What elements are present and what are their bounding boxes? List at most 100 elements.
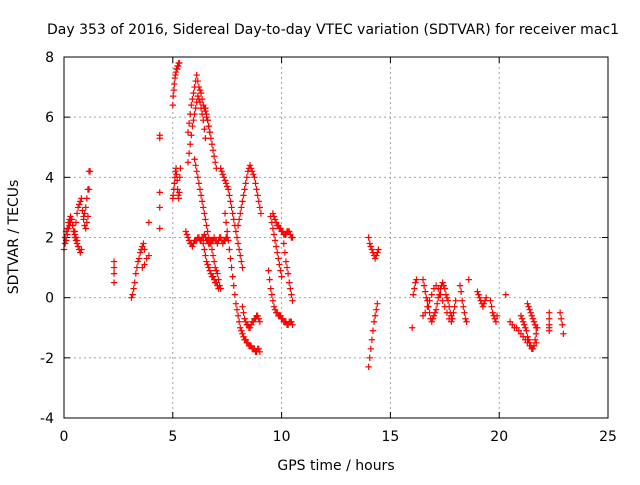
data-point (482, 294, 490, 301)
data-point (197, 89, 205, 97)
data-point (479, 303, 487, 310)
data-point (74, 243, 82, 250)
data-point (267, 285, 274, 292)
data-point (215, 285, 222, 292)
data-point (374, 249, 381, 256)
y-tick-label: 8 (45, 50, 54, 66)
data-point (271, 237, 279, 244)
data-point (192, 162, 199, 169)
data-point (530, 342, 538, 349)
data-point (442, 291, 450, 298)
x-axis-label: GPS time / hours (277, 458, 394, 474)
data-point (176, 189, 183, 196)
series-u (239, 303, 264, 331)
data-point (202, 135, 209, 142)
data-point (546, 327, 553, 334)
data-point (462, 315, 469, 322)
data-point (130, 285, 137, 292)
data-point (226, 246, 233, 253)
data-point (371, 312, 379, 319)
data-point (412, 279, 419, 286)
data-point (282, 258, 290, 265)
data-point (203, 110, 210, 118)
data-point (83, 195, 91, 202)
series-ak (517, 312, 541, 353)
data-point (213, 279, 220, 286)
data-point (269, 297, 277, 304)
data-point (451, 303, 458, 310)
data-point (221, 177, 229, 184)
data-point (235, 216, 243, 223)
series-i (156, 132, 163, 232)
series-y (280, 240, 296, 304)
data-point (426, 297, 433, 304)
data-point (234, 240, 242, 247)
data-point (84, 213, 92, 220)
data-point (518, 315, 526, 322)
data-point (284, 270, 292, 277)
y-tick-label: 4 (45, 170, 54, 186)
data-point (431, 309, 439, 316)
data-point (227, 198, 234, 205)
data-point (189, 122, 196, 130)
data-point (270, 303, 278, 310)
data-point (242, 180, 249, 187)
data-point (237, 210, 244, 217)
data-point (280, 240, 287, 247)
x-tick-label: 15 (381, 429, 399, 445)
data-point (559, 321, 566, 328)
data-point (227, 255, 234, 262)
data-point (443, 309, 451, 316)
data-point (206, 129, 213, 136)
data-point (493, 312, 501, 319)
data-point (489, 309, 496, 316)
data-point (61, 234, 69, 241)
series-ah (487, 297, 501, 325)
data-point (229, 210, 236, 217)
data-point (366, 354, 373, 362)
data-point (214, 270, 221, 277)
data-point (440, 282, 447, 289)
data-point (252, 180, 259, 187)
series-q (200, 240, 222, 292)
data-point (67, 213, 74, 220)
data-point (190, 89, 197, 97)
data-point (463, 318, 470, 325)
series-s (221, 210, 264, 356)
data-point (176, 174, 183, 181)
data-point (176, 59, 183, 67)
data-point (487, 297, 494, 304)
data-point (135, 255, 143, 262)
data-point (132, 270, 140, 277)
data-point (194, 174, 202, 181)
data-point (202, 252, 209, 259)
data-point (429, 315, 437, 322)
data-point (230, 216, 237, 223)
data-point (370, 318, 378, 325)
data-point (208, 141, 216, 148)
data-point (271, 216, 279, 223)
data-point (560, 330, 567, 337)
data-point (368, 336, 376, 343)
data-point (222, 219, 230, 226)
data-point (208, 246, 216, 253)
data-point (270, 213, 278, 220)
data-point (456, 282, 464, 289)
data-point (237, 324, 244, 331)
data-point (269, 210, 277, 217)
data-point (366, 240, 373, 247)
data-point (272, 243, 280, 250)
data-point (189, 243, 196, 250)
data-point (546, 309, 553, 316)
data-point (175, 195, 182, 202)
series-r (217, 165, 246, 271)
data-point (205, 264, 212, 271)
data-point (408, 324, 416, 331)
data-point (185, 150, 193, 157)
series-j (169, 165, 184, 202)
data-point (195, 83, 203, 91)
data-point (225, 237, 232, 244)
plot-frame (63, 56, 609, 419)
data-point (240, 309, 247, 316)
